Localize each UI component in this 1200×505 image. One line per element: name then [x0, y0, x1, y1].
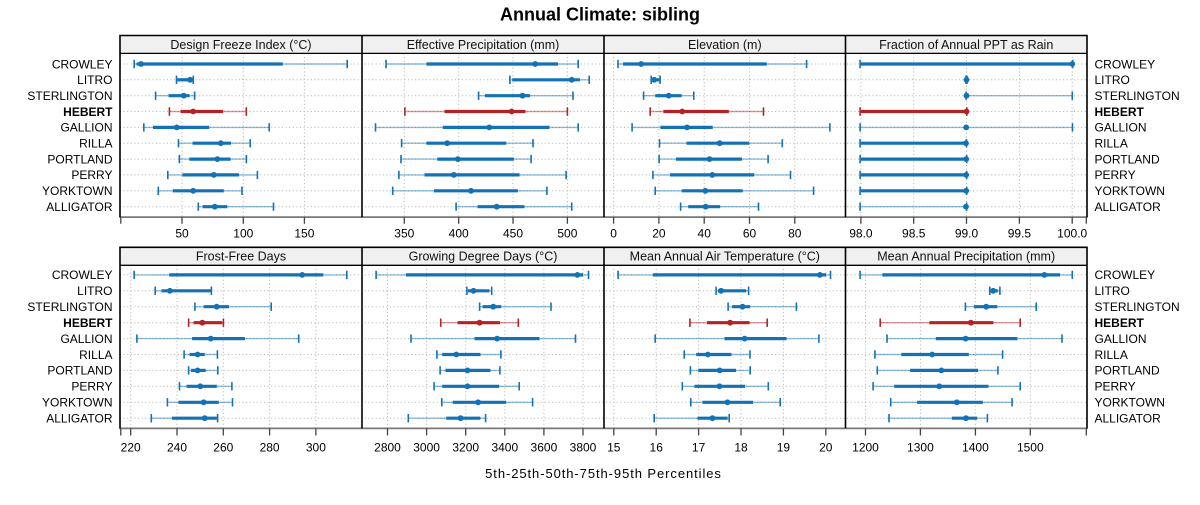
svg-text:1500: 1500	[1017, 441, 1044, 455]
svg-text:CROWLEY: CROWLEY	[52, 268, 113, 282]
svg-text:CROWLEY: CROWLEY	[1095, 57, 1156, 71]
svg-text:HEBERT: HEBERT	[1095, 105, 1145, 119]
svg-text:YORKTOWN: YORKTOWN	[42, 184, 112, 198]
svg-text:20: 20	[819, 441, 833, 455]
svg-text:PERRY: PERRY	[71, 380, 112, 394]
svg-text:60: 60	[743, 226, 757, 240]
svg-text:3400: 3400	[491, 441, 518, 455]
svg-text:20: 20	[652, 226, 666, 240]
svg-text:PORTLAND: PORTLAND	[47, 152, 112, 166]
svg-text:15: 15	[607, 441, 621, 455]
svg-text:LITRO: LITRO	[1095, 73, 1130, 87]
svg-text:STERLINGTON: STERLINGTON	[27, 89, 112, 103]
svg-text:80: 80	[788, 226, 802, 240]
svg-text:16: 16	[650, 441, 664, 455]
svg-text:17: 17	[692, 441, 706, 455]
svg-text:GALLION: GALLION	[1095, 332, 1147, 346]
svg-text:GALLION: GALLION	[60, 332, 112, 346]
svg-text:Fraction of Annual PPT as Rain: Fraction of Annual PPT as Rain	[879, 38, 1053, 52]
svg-text:0: 0	[610, 226, 617, 240]
svg-text:ALLIGATOR: ALLIGATOR	[1095, 200, 1162, 214]
svg-text:YORKTOWN: YORKTOWN	[1095, 396, 1165, 410]
svg-text:LITRO: LITRO	[77, 73, 112, 87]
svg-text:ALLIGATOR: ALLIGATOR	[46, 200, 113, 214]
svg-text:99.5: 99.5	[1008, 226, 1032, 240]
svg-text:3000: 3000	[413, 441, 440, 455]
svg-text:RILLA: RILLA	[79, 348, 112, 362]
svg-text:50: 50	[175, 226, 189, 240]
svg-text:PERRY: PERRY	[71, 168, 112, 182]
svg-text:150: 150	[294, 226, 314, 240]
svg-text:240: 240	[167, 441, 187, 455]
svg-text:CROWLEY: CROWLEY	[1095, 268, 1156, 282]
svg-text:HEBERT: HEBERT	[63, 105, 113, 119]
svg-text:98.0: 98.0	[849, 226, 873, 240]
svg-text:3200: 3200	[452, 441, 479, 455]
svg-text:STERLINGTON: STERLINGTON	[27, 300, 112, 314]
svg-text:Elevation (m): Elevation (m)	[688, 38, 762, 52]
svg-text:Mean Annual Air Temperature (°: Mean Annual Air Temperature (°C)	[630, 250, 820, 264]
svg-text:280: 280	[260, 441, 280, 455]
svg-text:100.0: 100.0	[1057, 226, 1087, 240]
svg-text:HEBERT: HEBERT	[1095, 316, 1145, 330]
svg-text:PORTLAND: PORTLAND	[1095, 152, 1160, 166]
svg-text:98.5: 98.5	[902, 226, 926, 240]
svg-text:RILLA: RILLA	[1095, 137, 1128, 151]
svg-text:STERLINGTON: STERLINGTON	[1095, 89, 1180, 103]
svg-text:Effective Precipitation (mm): Effective Precipitation (mm)	[407, 38, 560, 52]
svg-text:5th-25th-50th-75th-95th Percen: 5th-25th-50th-75th-95th Percentiles	[485, 466, 722, 481]
svg-text:Design Freeze Index (°C): Design Freeze Index (°C)	[170, 38, 311, 52]
svg-text:Frost-Free Days: Frost-Free Days	[196, 250, 286, 264]
svg-text:RILLA: RILLA	[79, 137, 112, 151]
svg-text:ALLIGATOR: ALLIGATOR	[46, 412, 113, 426]
svg-text:PERRY: PERRY	[1095, 168, 1136, 182]
svg-text:Annual Climate: sibling: Annual Climate: sibling	[500, 5, 700, 25]
svg-text:19: 19	[777, 441, 791, 455]
svg-text:STERLINGTON: STERLINGTON	[1095, 300, 1180, 314]
svg-text:18: 18	[734, 441, 748, 455]
svg-text:PORTLAND: PORTLAND	[1095, 364, 1160, 378]
svg-text:HEBERT: HEBERT	[63, 316, 113, 330]
svg-text:1200: 1200	[852, 441, 879, 455]
svg-text:LITRO: LITRO	[77, 284, 112, 298]
svg-text:260: 260	[213, 441, 233, 455]
svg-text:ALLIGATOR: ALLIGATOR	[1095, 412, 1162, 426]
svg-text:1300: 1300	[907, 441, 934, 455]
svg-text:100: 100	[233, 226, 253, 240]
svg-text:GALLION: GALLION	[60, 121, 112, 135]
svg-text:CROWLEY: CROWLEY	[52, 57, 113, 71]
svg-text:2800: 2800	[374, 441, 401, 455]
svg-text:500: 500	[557, 226, 577, 240]
svg-text:YORKTOWN: YORKTOWN	[42, 396, 112, 410]
svg-text:99.0: 99.0	[955, 226, 979, 240]
svg-text:PERRY: PERRY	[1095, 380, 1136, 394]
svg-text:Growing Degree Days (°C): Growing Degree Days (°C)	[409, 250, 558, 264]
svg-text:220: 220	[121, 441, 141, 455]
svg-text:300: 300	[306, 441, 326, 455]
svg-text:400: 400	[449, 226, 469, 240]
svg-text:1400: 1400	[962, 441, 989, 455]
svg-text:450: 450	[503, 226, 523, 240]
svg-text:PORTLAND: PORTLAND	[47, 364, 112, 378]
svg-text:GALLION: GALLION	[1095, 121, 1147, 135]
svg-text:LITRO: LITRO	[1095, 284, 1130, 298]
svg-text:3800: 3800	[570, 441, 597, 455]
svg-text:Mean Annual Precipitation (mm): Mean Annual Precipitation (mm)	[877, 250, 1055, 264]
svg-text:3600: 3600	[531, 441, 558, 455]
svg-text:YORKTOWN: YORKTOWN	[1095, 184, 1165, 198]
svg-text:RILLA: RILLA	[1095, 348, 1128, 362]
svg-text:40: 40	[698, 226, 712, 240]
svg-text:350: 350	[394, 226, 414, 240]
